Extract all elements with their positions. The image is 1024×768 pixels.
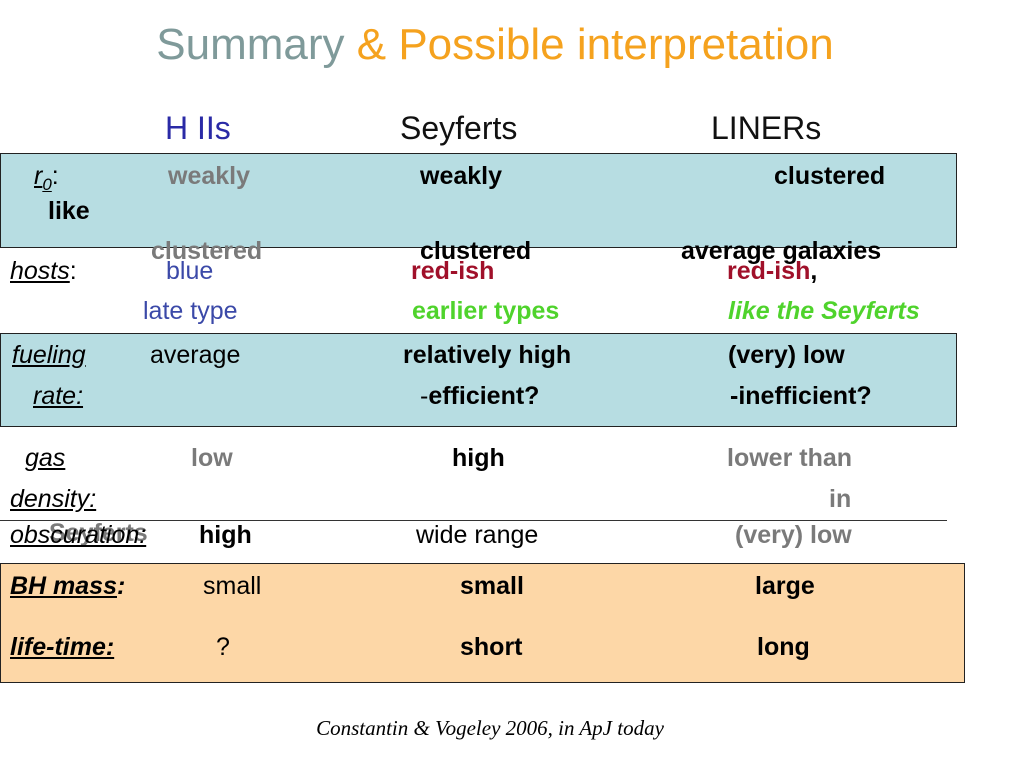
gas-liners-line3: Seyferts <box>49 519 148 547</box>
column-header-h2: H IIs <box>165 110 231 146</box>
slide-title: Summary & Possible interpretation <box>0 20 990 70</box>
hosts-label-colon: : <box>69 257 77 285</box>
fueling-liners-line2: -inefficient? <box>730 382 872 410</box>
r0-label-subscript: 0 <box>42 175 52 194</box>
fueling-seyferts-line1: relatively high <box>403 341 572 369</box>
r0-h2-line1: weakly <box>168 162 251 190</box>
hosts-seyferts-type: earlier types <box>412 297 560 325</box>
r0-liners-line1: clustered <box>774 162 886 190</box>
gas-liners-line2: in <box>829 485 852 513</box>
r0-liners-line2: average galaxies <box>681 237 882 265</box>
hosts-liners-color-text: red-ish <box>727 257 811 285</box>
title-interpretation: & Possible interpretation <box>356 20 834 69</box>
fueling-seyferts-dash: - <box>420 382 429 410</box>
fueling-seyferts-line2: -efficient? <box>420 382 539 411</box>
life-time-label: life-time: <box>10 633 115 661</box>
hosts-liners-type: like the Seyferts <box>728 297 920 325</box>
r0-label-r: r <box>34 162 43 190</box>
hosts-h2-color: blue <box>166 257 214 285</box>
bh-mass-label-colon: : <box>117 572 126 600</box>
fueling-label-line1: fueling <box>12 341 86 369</box>
r0-seyferts-line1: weakly <box>420 162 503 190</box>
obscuration-seyferts: wide range <box>416 521 539 549</box>
gas-h2: low <box>191 444 233 472</box>
hosts-seyferts-color: red-ish <box>411 257 495 285</box>
obscuration-liners: (very) low <box>735 521 852 549</box>
obscuration-h2: high <box>199 521 252 549</box>
gas-liners-line1: lower than <box>727 444 853 472</box>
hosts-liners-comma: , <box>810 257 818 285</box>
hosts-h2-type: late type <box>143 297 238 325</box>
fueling-label-line2: rate: <box>33 382 84 410</box>
fueling-h2: average <box>150 341 241 369</box>
r0-label: r0: <box>34 162 59 195</box>
title-summary: Summary <box>156 20 357 69</box>
column-header-liners: LINERs <box>711 110 822 146</box>
r0-h2-line2: clustered <box>151 237 263 265</box>
bh-mass-liners: large <box>755 572 815 600</box>
fueling-box <box>0 333 957 427</box>
bh-mass-seyferts: small <box>460 572 524 600</box>
column-header-seyferts: Seyferts <box>400 110 518 146</box>
bh-mass-h2: small <box>203 572 262 600</box>
life-time-h2: ? <box>216 633 230 661</box>
fueling-seyferts-efficient: efficient? <box>428 382 540 410</box>
fueling-liners-line1: (very) low <box>728 341 845 369</box>
citation: Constantin & Vogeley 2006, in ApJ today <box>316 716 664 740</box>
r0-seyferts-line2: clustered <box>420 237 532 265</box>
obscuration-label: obscuration: <box>10 521 147 549</box>
bh-mass-label-text: BH mass <box>10 572 117 600</box>
hosts-label-text: hosts <box>10 257 70 285</box>
bh-mass-label: BH mass: <box>10 572 125 601</box>
row-divider <box>0 520 947 521</box>
life-time-liners: long <box>757 633 810 661</box>
gas-seyferts: high <box>452 444 505 472</box>
bh-box <box>0 563 965 683</box>
gas-label-line2: density: <box>10 485 97 513</box>
r0-liners-like: like <box>48 197 90 225</box>
hosts-label: hosts: <box>10 257 77 286</box>
r0-label-colon: : <box>51 162 59 190</box>
hosts-liners-color: red-ish, <box>727 257 817 286</box>
life-time-seyferts: short <box>460 633 523 661</box>
r0-box <box>0 153 957 248</box>
gas-label-line1: gas <box>25 444 66 472</box>
